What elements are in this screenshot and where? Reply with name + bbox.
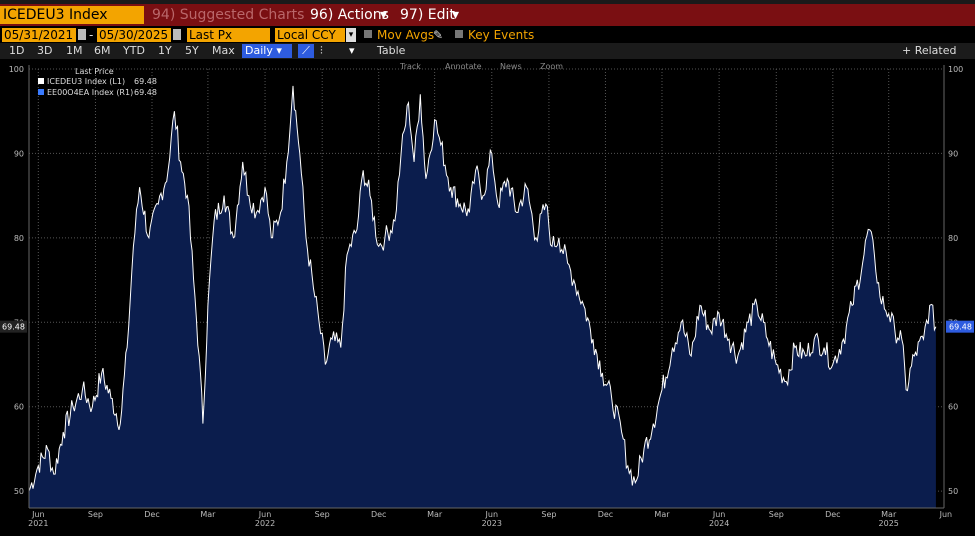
actions-button[interactable]: 96) Actions — [310, 7, 389, 23]
legend-label-2: EE00O4EA Index (R1) — [47, 88, 133, 97]
legend-label-1: ICEDEU3 Index (L1) — [47, 77, 125, 86]
y-tick-left: 50 — [14, 487, 24, 496]
range-6m[interactable]: 6M — [94, 44, 111, 57]
legend-swatch-2 — [38, 89, 44, 95]
edit-button[interactable]: 97) Edit — [400, 7, 455, 23]
y-tick-right: 80 — [948, 234, 958, 243]
x-tick-label: Mar — [881, 510, 897, 519]
y-tick-right: 90 — [948, 149, 958, 158]
end-date-field[interactable]: 05/30/2025 — [97, 28, 171, 42]
zoom-tool[interactable]: Zoom — [540, 62, 563, 71]
x-year-label: 2022 — [255, 519, 275, 528]
range-bar: 1D 3D 1M 6M YTD 1Y 5Y Max Daily ▾ ⟋ ⫶ ▾ … — [0, 43, 975, 71]
left-last-value-box — [0, 320, 27, 333]
range-1y[interactable]: 1Y — [158, 44, 172, 57]
price-area — [29, 85, 936, 509]
x-tick-label: Sep — [769, 510, 784, 519]
x-tick-label: Mar — [654, 510, 670, 519]
top-strip — [0, 0, 975, 4]
suggested-charts-button[interactable]: 94) Suggested Charts — [152, 7, 305, 23]
key-events-label: Key Events — [468, 28, 535, 42]
legend-value-2: 69.48 — [134, 88, 157, 97]
legend: Last Price ICEDEU3 Index (L1) 69.48 EE00… — [38, 67, 157, 97]
x-tick-label: Jun — [939, 510, 953, 519]
x-tick-label: Jun — [485, 510, 499, 519]
y-tick-right: 50 — [948, 487, 958, 496]
price-chart[interactable]: 5060708090100 5060708090100 Jun2021SepDe… — [0, 59, 975, 536]
x-tick-label: Sep — [315, 510, 330, 519]
right-last-value-box — [946, 320, 974, 333]
legend-swatch-1 — [38, 78, 44, 84]
chart-type-caret-icon[interactable]: ▾ — [349, 44, 355, 57]
range-3d[interactable]: 3D — [37, 44, 53, 57]
y-tick-right: 60 — [948, 403, 958, 412]
end-calendar-icon[interactable] — [173, 29, 181, 40]
currency-select[interactable]: Local CCY — [275, 28, 345, 42]
pencil-icon[interactable]: ✎ — [433, 28, 444, 42]
price-field-select[interactable]: Last Px — [187, 28, 270, 42]
x-tick-label: Sep — [541, 510, 556, 519]
x-tick-label: Jun — [712, 510, 726, 519]
x-tick-label: Dec — [825, 510, 840, 519]
frequency-select[interactable]: Daily ▾ — [242, 44, 292, 58]
track-tool[interactable]: Track — [399, 62, 421, 71]
x-year-label: 2021 — [28, 519, 48, 528]
range-max[interactable]: Max — [212, 44, 235, 57]
start-date-field[interactable]: 05/31/2021 — [2, 28, 76, 42]
key-events-checkbox[interactable] — [455, 30, 463, 38]
table-button[interactable]: Table — [377, 44, 406, 57]
mov-avgs-label: Mov Avgs — [377, 28, 435, 42]
range-5y[interactable]: 5Y — [185, 44, 199, 57]
y-tick-right: 100 — [948, 65, 963, 74]
main-toolbar: ICEDEU3 Index 94) Suggested Charts 96) A… — [0, 4, 975, 26]
edit-caret-icon[interactable]: ▾ — [452, 7, 460, 23]
legend-value-1: 69.48 — [134, 77, 157, 86]
x-tick-label: Sep — [88, 510, 103, 519]
legend-header: Last Price — [75, 67, 114, 76]
date-separator: - — [89, 28, 94, 42]
currency-dropdown-icon[interactable]: ▾ — [346, 28, 356, 42]
left-last-value: 69.48 — [2, 323, 25, 332]
x-tick-label: Jun — [31, 510, 45, 519]
x-tick-label: Mar — [200, 510, 216, 519]
settings-bar: 05/31/2021 - 05/30/2025 Last Px Local CC… — [0, 27, 975, 43]
x-year-label: 2025 — [879, 519, 899, 528]
frequency-label: Daily — [245, 44, 273, 57]
candlestick-icon[interactable]: ⫶ — [320, 44, 323, 57]
annotate-tool[interactable]: Annotate — [445, 62, 482, 71]
start-calendar-icon[interactable] — [78, 29, 86, 40]
ticker-field[interactable]: ICEDEU3 Index — [0, 6, 144, 24]
y-tick-left: 100 — [9, 65, 24, 74]
mov-avgs-checkbox[interactable] — [364, 30, 372, 38]
x-tick-label: Dec — [371, 510, 386, 519]
range-1d[interactable]: 1D — [9, 44, 25, 57]
x-tick-label: Dec — [598, 510, 613, 519]
range-ytd[interactable]: YTD — [123, 44, 145, 57]
y-tick-left: 90 — [14, 149, 24, 158]
y-tick-left: 60 — [14, 403, 24, 412]
news-tool[interactable]: News — [500, 62, 522, 71]
x-tick-label: Mar — [427, 510, 443, 519]
range-1m[interactable]: 1M — [66, 44, 83, 57]
line-chart-icon[interactable]: ⟋ — [298, 44, 314, 58]
x-tick-label: Jun — [258, 510, 272, 519]
right-last-value: 69.48 — [949, 323, 972, 332]
y-tick-left: 80 — [14, 234, 24, 243]
x-tick-label: Dec — [144, 510, 159, 519]
price-line — [28, 85, 937, 492]
chart-tools: Track Annotate News Zoom — [399, 62, 563, 71]
last-value-markers: 69.48 69.48 — [0, 320, 974, 333]
actions-caret-icon[interactable]: ▾ — [380, 7, 388, 23]
x-year-label: 2024 — [709, 519, 729, 528]
x-year-label: 2023 — [482, 519, 502, 528]
